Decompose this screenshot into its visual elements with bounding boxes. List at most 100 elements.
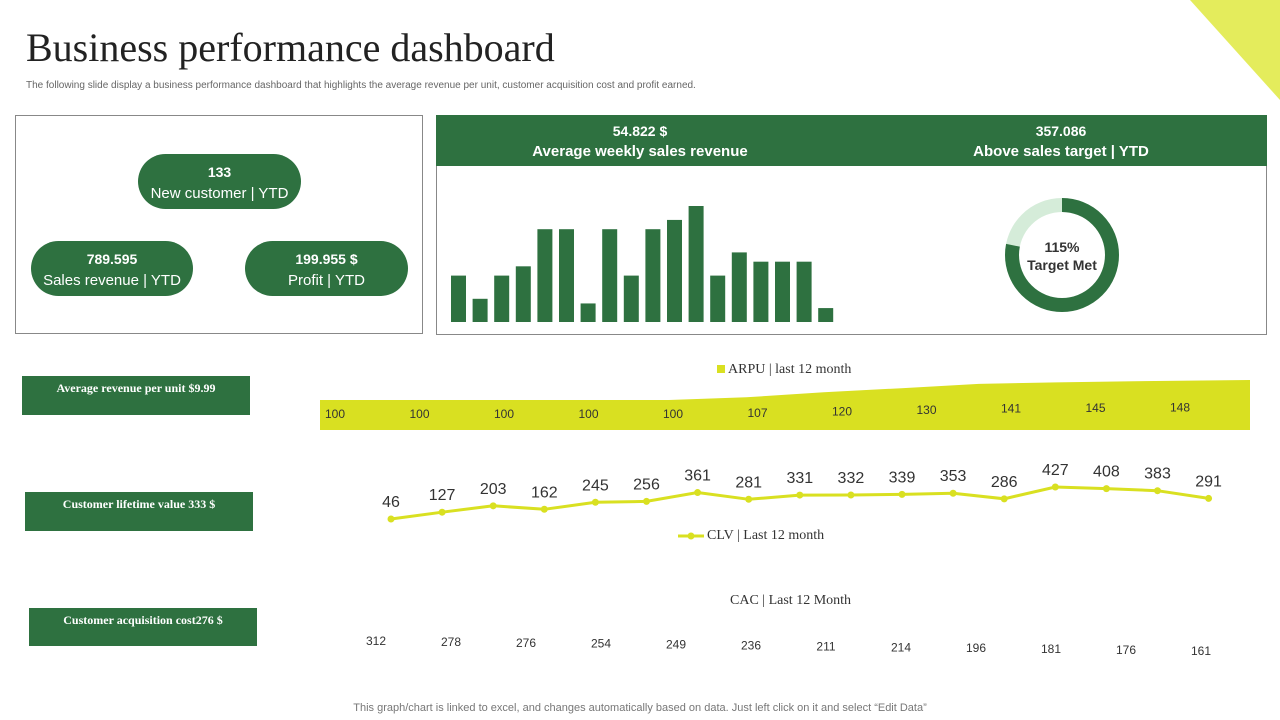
bar-15: [753, 261, 769, 322]
donut-caption: Target Met: [1027, 257, 1097, 273]
cac-value-label: 278: [441, 635, 461, 649]
clv-point: [387, 515, 395, 523]
clv-legend: CLV | Last 12 month: [707, 528, 825, 543]
clv-value-label: 332: [838, 470, 865, 487]
arpu-value-label: 100: [325, 407, 345, 421]
bar-10: [645, 229, 661, 322]
clv-point: [949, 489, 957, 497]
clv-value-label: 127: [429, 487, 456, 504]
clv-value-label: 281: [735, 474, 762, 491]
clv-point: [694, 489, 702, 497]
profit-label: Profit | YTD: [288, 272, 365, 289]
sales-revenue-label: Sales revenue | YTD: [43, 272, 181, 289]
arpu-area-chart: 100100100100100107120130141145148151: [320, 380, 1250, 430]
clv-value-label: 203: [480, 481, 507, 498]
new-customer-kpi: 133 New customer | YTD: [138, 154, 301, 209]
donut-label: 115% Target Met: [1012, 238, 1112, 274]
bar-6: [559, 229, 574, 322]
revenue-panel-header: 54.822 $ Average weekly sales revenue 35…: [436, 115, 1267, 166]
bar-1: [451, 275, 466, 322]
bar-16: [775, 261, 790, 322]
arpu-value-label: 100: [494, 407, 514, 421]
clv-value-label: 408: [1093, 464, 1120, 481]
cac-value-label: 312: [366, 634, 386, 648]
bar-12: [688, 206, 704, 322]
arpu-value-label: 145: [1085, 401, 1105, 415]
cac-value-label: 176: [1116, 643, 1136, 657]
cac-values-row: 312 278 276 254 249 236 211 214 196 181 176 161: [366, 634, 1211, 658]
bar-11: [667, 219, 682, 322]
clv-value-label: 353: [940, 468, 967, 485]
bar-2: [472, 298, 488, 322]
arpu-value-label: 100: [409, 407, 429, 421]
weekly-revenue-value: 54.822 $: [612, 123, 668, 139]
clv-value-label: 256: [633, 476, 660, 493]
cac-value-label: 196: [966, 641, 986, 655]
cac-title: CAC | Last 12 Month: [730, 593, 852, 608]
bar-18: [818, 308, 834, 322]
bar-5: [537, 229, 553, 322]
clv-point: [1102, 485, 1110, 493]
clv-point: [1154, 487, 1161, 495]
footer-note: This graph/chart is linked to excel, and…: [353, 702, 927, 714]
clv-value-label: 427: [1042, 462, 1069, 479]
cac-value-label: 249: [666, 638, 686, 652]
target-label: Above sales target | YTD: [973, 143, 1149, 160]
clv-value-label: 383: [1144, 466, 1171, 483]
cac-value-label: 181: [1041, 642, 1061, 656]
bar-13: [710, 275, 726, 322]
clv-value-label: 286: [991, 474, 1018, 491]
donut-percent: 115%: [1044, 239, 1080, 255]
page-title: Business performance dashboard: [26, 25, 555, 70]
clv-value-label: 331: [786, 470, 813, 487]
kpi-panel: [15, 115, 423, 334]
weekly-sales-bar-chart: [451, 206, 834, 322]
new-customer-value: 133: [207, 164, 232, 180]
sales-revenue-value: 789.595: [86, 251, 138, 267]
arpu-legend-text: ARPU | last 12 month: [728, 362, 852, 377]
cac-value-label: 236: [741, 639, 761, 653]
page-subtitle: The following slide display a business p…: [26, 80, 696, 91]
arpu-legend: ARPU | last 12 month: [717, 362, 851, 378]
arpu-value-label: 107: [747, 406, 767, 420]
cac-value-label: 254: [591, 637, 611, 651]
arpu-value-label: 100: [663, 407, 683, 421]
bar-3: [494, 275, 510, 322]
weekly-revenue-label: Average weekly sales revenue: [532, 143, 748, 160]
bar-17: [796, 261, 812, 322]
arpu-legend-swatch: [717, 365, 725, 373]
cac-value-label: 214: [891, 640, 911, 654]
sales-revenue-kpi: 789.595 Sales revenue | YTD: [31, 241, 193, 296]
clv-value-label: 162: [531, 484, 558, 501]
clv-point: [1051, 483, 1059, 491]
arpu-value-label: 100: [578, 407, 598, 421]
arpu-value-label: 141: [1001, 401, 1021, 415]
clv-value-label: 291: [1195, 473, 1222, 490]
clv-point: [847, 491, 855, 499]
clv-value-label: 361: [684, 468, 711, 485]
arpu-value-label: 130: [916, 403, 936, 417]
cac-value-label: 211: [816, 639, 835, 653]
clv-point: [489, 502, 497, 510]
clv-point: [643, 497, 650, 505]
bar-14: [731, 252, 747, 322]
clv-point: [540, 505, 548, 513]
clv-value-label: 46: [382, 494, 400, 511]
new-customer-label: New customer | YTD: [150, 185, 289, 202]
bar-4: [515, 266, 531, 322]
clv-point: [1205, 494, 1213, 502]
arpu-value-label: 120: [832, 404, 852, 418]
profit-kpi: 199.955 $ Profit | YTD: [245, 241, 408, 296]
clv-point: [745, 495, 753, 503]
clv-point: [1000, 495, 1008, 503]
bar-9: [623, 275, 639, 322]
clv-point: [438, 508, 446, 516]
corner-decoration: [1190, 0, 1280, 100]
cac-side-label: Customer acquisition cost276 $: [29, 608, 257, 646]
target-donut-chart: [1005, 198, 1119, 312]
bar-7: [580, 303, 596, 322]
target-value: 357.086: [1035, 123, 1087, 139]
clv-line-chart: 46 127 203 162 245 256 361 281 331 332 339 353 286 42…: [382, 462, 1222, 523]
clv-point: [591, 498, 599, 506]
profit-value: 199.955 $: [295, 251, 358, 267]
